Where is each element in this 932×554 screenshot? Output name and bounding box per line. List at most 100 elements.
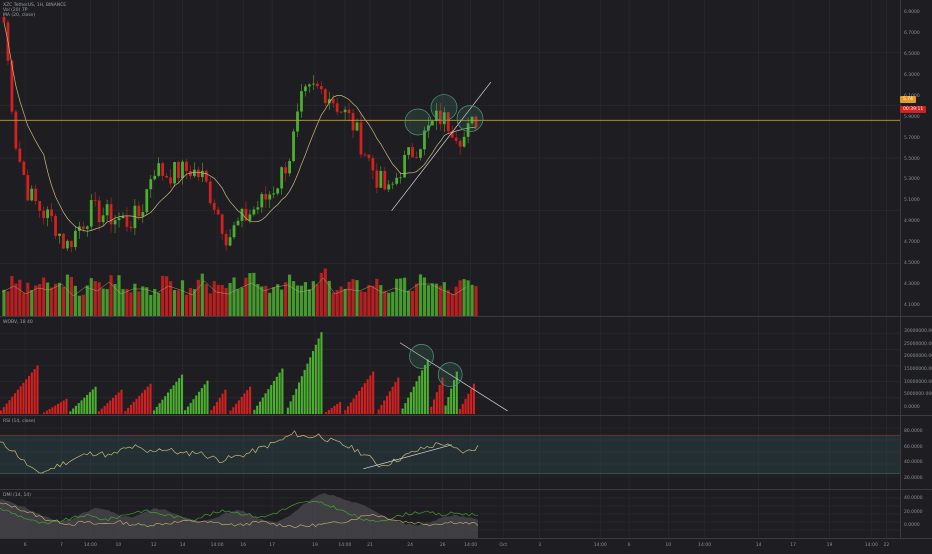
volume-bar-66 <box>264 285 268 316</box>
obv-bar-4-8 <box>146 386 149 414</box>
time-axis-label: Oct <box>499 543 508 548</box>
obv-bar-0-9 <box>25 379 28 414</box>
volume-bar-14 <box>57 282 62 316</box>
obv-bar-13-6 <box>394 382 397 414</box>
volume-bar-113 <box>450 293 454 316</box>
volume-bar-60 <box>240 287 244 316</box>
obv-bar-13-0 <box>377 409 380 414</box>
obv-bar-11-1 <box>327 409 330 414</box>
countdown-badge: 00:39:11 <box>900 106 927 113</box>
candle-body-105 <box>419 149 422 158</box>
obv-bar-11-3 <box>333 405 336 414</box>
volume-bar-103 <box>410 290 415 316</box>
volume-bar-63 <box>252 272 256 316</box>
obv-bar-4-2 <box>129 404 132 414</box>
candle-body-33 <box>133 205 137 229</box>
volume-bar-102 <box>406 290 411 316</box>
obv-bar-3-8 <box>120 389 123 414</box>
candle-body-112 <box>446 112 450 132</box>
candle-body-27 <box>109 204 113 225</box>
legend-line-ma: MA (20, close) <box>3 13 36 18</box>
time-axis-label: 14:00 <box>83 543 97 548</box>
obv-bar-12-7 <box>363 383 366 414</box>
candle-body-0 <box>2 16 6 23</box>
obv-bar-4-6 <box>141 392 144 414</box>
obv-bar-13-4 <box>388 391 391 414</box>
candle-body-106 <box>423 130 426 150</box>
candle-body-97 <box>387 184 391 190</box>
obv-bar-1-3 <box>51 407 54 414</box>
obv-bar-5-2 <box>158 403 161 414</box>
obv-bar-15-4 <box>441 377 444 414</box>
obv-scale-label: 10000000.0000 <box>904 379 932 385</box>
volume-bar-51 <box>204 284 208 316</box>
candle-body-51 <box>204 170 208 182</box>
candle-body-90 <box>359 122 363 155</box>
obv-bar-12-2 <box>349 402 352 414</box>
candle-body-94 <box>375 170 379 188</box>
obv-bar-1-6 <box>59 402 62 414</box>
obv-bar-3-4 <box>109 400 112 414</box>
volume-bar-7 <box>30 290 34 316</box>
time-axis-label: 14:00 <box>593 543 607 548</box>
obv-pane-title: WOBV, 18 40 <box>3 320 33 325</box>
candle-body-3 <box>14 111 18 149</box>
volume-bar-70 <box>280 289 284 316</box>
obv-bar-6-4 <box>195 395 198 414</box>
volume-bar-3 <box>14 283 18 316</box>
volume-bar-45 <box>180 280 185 316</box>
obv-bar-16-0 <box>444 405 447 414</box>
time-axis-label: 10 <box>115 543 122 548</box>
time-axis-label: 21 <box>367 543 373 548</box>
candle-body-43 <box>173 162 176 184</box>
obv-bar-15-0 <box>430 406 433 414</box>
candle-body-99 <box>395 177 399 184</box>
obv-bar-13-3 <box>386 395 389 414</box>
moving-average-line <box>3 22 477 232</box>
candle-body-5 <box>22 161 26 176</box>
candle-body-59 <box>236 220 240 226</box>
volume-bar-108 <box>430 283 434 316</box>
obv-scale-label: 25000000.0000 <box>904 341 932 347</box>
obv-bar-10-10 <box>314 344 317 414</box>
obv-bar-5-1 <box>155 406 158 414</box>
volume-bar-1 <box>6 291 10 316</box>
obv-bar-10-6 <box>303 369 306 414</box>
candle-body-70 <box>280 167 284 189</box>
dmi-scale-label: 40.0000 <box>904 496 923 502</box>
obv-bar-16-4 <box>455 371 458 414</box>
candle-body-13 <box>54 216 57 236</box>
volume-bar-2 <box>10 275 14 316</box>
candle-body-103 <box>411 147 414 158</box>
obv-bar-13-5 <box>391 386 394 414</box>
obv-bar-15-2 <box>435 392 438 414</box>
obv-bar-9-0 <box>253 409 256 414</box>
price-scale-label: 5.9000 <box>904 114 920 120</box>
volume-bar-116 <box>462 279 466 316</box>
obv-bar-2-2 <box>74 405 78 414</box>
rsi-scale-label: 60.0000 <box>904 444 923 450</box>
candle-body-113 <box>450 131 454 138</box>
obv-bar-1-5 <box>57 403 60 414</box>
obv-bar-6-5 <box>198 391 201 414</box>
obv-bar-7-4 <box>221 393 224 414</box>
obv-bar-1-2 <box>48 408 51 414</box>
volume-bar-94 <box>375 278 379 316</box>
candle-body-77 <box>308 84 311 87</box>
obv-bar-9-1 <box>256 405 259 414</box>
volume-bar-49 <box>196 279 200 316</box>
volume-bar-78 <box>311 281 315 316</box>
price-scale-label: 6.7000 <box>904 30 920 36</box>
last-price-badge: 5.74 <box>900 96 917 103</box>
obv-bar-9-3 <box>261 397 264 414</box>
volume-bar-12 <box>49 287 54 316</box>
candle-body-84 <box>335 103 339 112</box>
candle-body-83 <box>331 99 335 104</box>
candle-body-111 <box>442 112 446 125</box>
dmi-scale-label: 0.0000 <box>904 522 920 528</box>
candle-body-49 <box>196 169 200 178</box>
obv-scale-label: 5000000.0000 <box>904 392 932 398</box>
